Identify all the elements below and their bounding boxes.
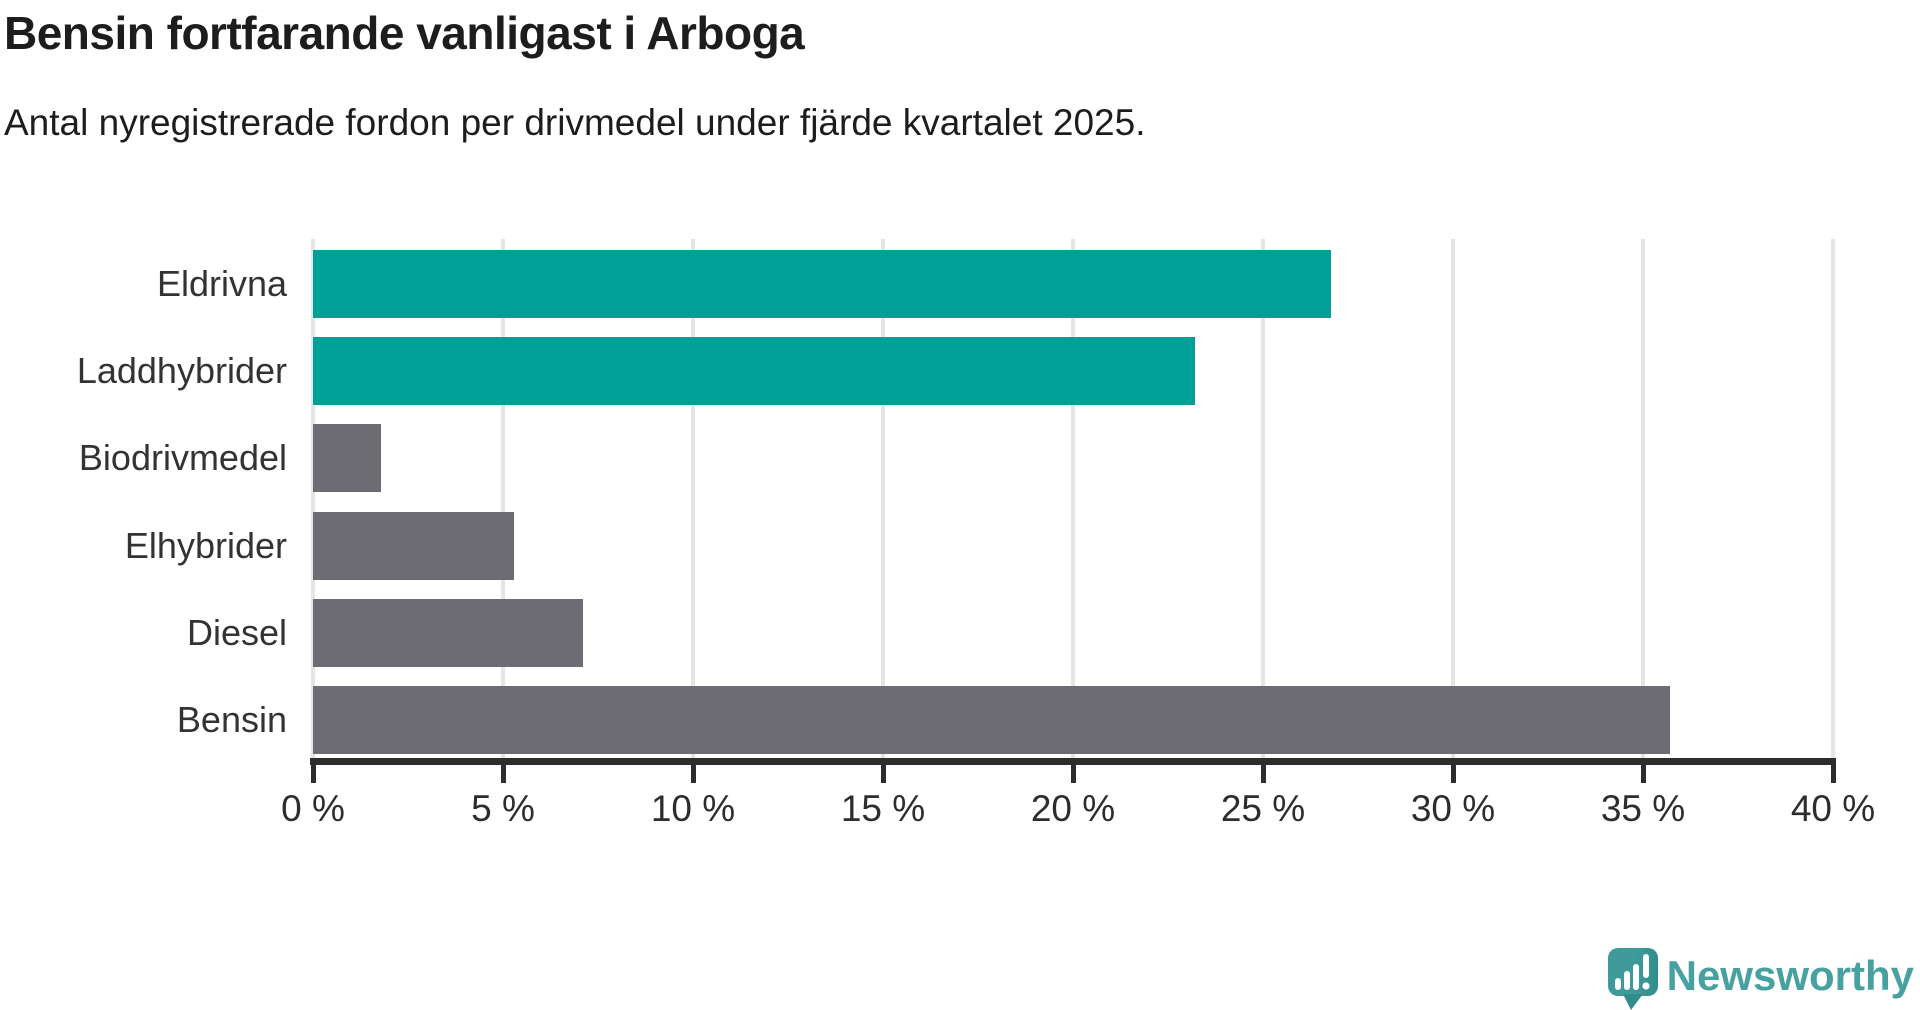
x-axis-tick-30 (1450, 764, 1456, 783)
gridline-20-percent (1071, 239, 1075, 758)
page-subtitle: Antal nyregistrerade fordon per drivmede… (4, 102, 1146, 143)
x-axis-line (310, 758, 1836, 765)
x-axis-tick-label-10: 10 % (650, 788, 736, 829)
x-axis-tick-40 (1830, 764, 1836, 783)
category-label-bensin: Bensin (176, 699, 287, 740)
newsworthy-speech-bubble-bar-chart-icon (1608, 948, 1658, 1010)
x-axis-tick-label-5: 5 % (471, 788, 535, 829)
bar-bensin (313, 686, 1670, 754)
x-axis-tick-10 (690, 764, 696, 783)
bar-eldrivna (313, 250, 1331, 318)
category-label-diesel: Diesel (186, 612, 287, 653)
gridline-35-percent (1641, 239, 1645, 758)
x-axis-tick-0 (310, 764, 316, 783)
x-axis-tick-25 (1260, 764, 1266, 783)
x-axis-tick-label-0: 0 % (281, 788, 345, 829)
gridline-25-percent (1261, 239, 1265, 758)
x-axis-tick-15 (880, 764, 886, 783)
x-axis-tick-20 (1070, 764, 1076, 783)
bar-diesel (313, 599, 583, 667)
newsworthy-brand-text: Newsworthy (1667, 952, 1915, 999)
bar-elhybrider (313, 512, 514, 580)
x-axis-tick-35 (1640, 764, 1646, 783)
newsworthy-logo: Newsworthy (1608, 948, 1915, 1010)
x-axis-tick-label-35: 35 % (1600, 788, 1686, 829)
x-axis-tick-label-40: 40 % (1790, 788, 1876, 829)
category-label-eldrivna: Eldrivna (156, 263, 287, 304)
category-label-elhybrider: Elhybrider (124, 525, 287, 566)
x-axis-tick-5 (500, 764, 506, 783)
category-label-biodrivmedel: Biodrivmedel (78, 437, 287, 478)
category-label-laddhybrider: Laddhybrider (76, 350, 287, 391)
x-axis-tick-label-20: 20 % (1030, 788, 1116, 829)
page-title: Bensin fortfarande vanligast i Arboga (4, 7, 805, 59)
gridline-0-percent (311, 239, 315, 758)
gridline-30-percent (1451, 239, 1455, 758)
x-axis-tick-label-15: 15 % (840, 788, 926, 829)
gridline-10-percent (691, 239, 695, 758)
x-axis-tick-label-30: 30 % (1410, 788, 1496, 829)
bar-laddhybrider (313, 337, 1195, 405)
gridline-5-percent (501, 239, 505, 758)
x-axis-tick-label-25: 25 % (1220, 788, 1306, 829)
bar-biodrivmedel (313, 424, 381, 492)
gridline-15-percent (881, 239, 885, 758)
gridline-40-percent (1831, 239, 1835, 758)
